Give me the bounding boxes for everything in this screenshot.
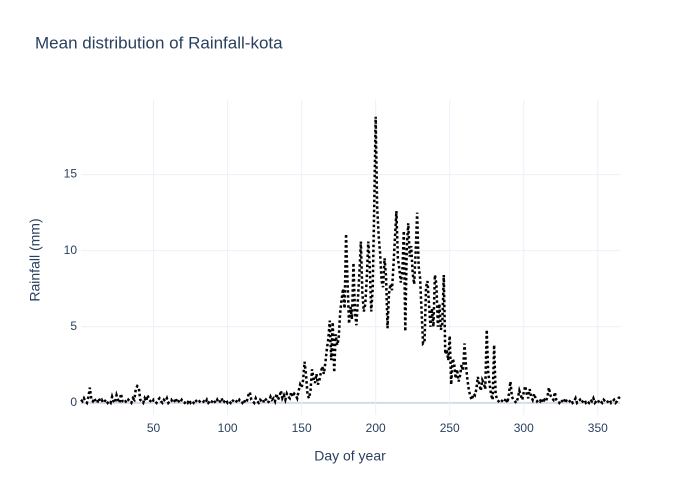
- x-tick-label: 350: [588, 421, 608, 435]
- y-tick-label: 15: [64, 167, 78, 181]
- x-tick-label: 50: [147, 421, 161, 435]
- x-axis-title: Day of year: [314, 448, 386, 464]
- x-tick-label: 200: [366, 421, 386, 435]
- grid: 0 5 10 15 50 100 150 200 250 300 350: [64, 100, 620, 435]
- y-tick-label: 0: [70, 395, 77, 409]
- y-axis-title: Rainfall (mm): [27, 218, 43, 301]
- x-tick-label: 300: [514, 421, 534, 435]
- chart-title: Mean distribution of Rainfall-kota: [35, 33, 283, 52]
- x-tick-label: 100: [218, 421, 238, 435]
- x-tick-label: 150: [292, 421, 312, 435]
- y-tick-label: 10: [64, 243, 78, 257]
- y-tick-label: 5: [70, 319, 77, 333]
- data-line: [80, 116, 621, 407]
- plot-area: [80, 116, 621, 407]
- x-tick-label: 250: [440, 421, 460, 435]
